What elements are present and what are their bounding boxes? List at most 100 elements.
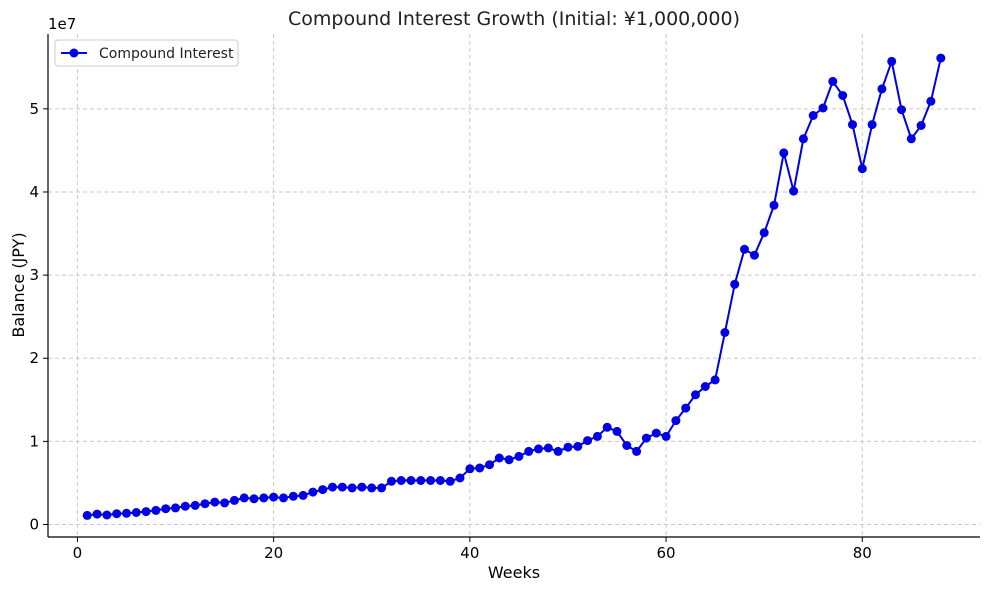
data-point [641, 433, 651, 443]
data-point [838, 91, 848, 100]
data-point [622, 441, 632, 450]
data-point [779, 148, 789, 158]
data-point [210, 497, 220, 507]
data-point [651, 428, 661, 438]
data-point [730, 279, 740, 289]
data-point [475, 463, 485, 473]
x-tick-label: 60 [657, 544, 676, 562]
data-point [612, 426, 622, 436]
data-point [749, 250, 759, 260]
data-point [229, 495, 239, 505]
data-point [926, 96, 936, 106]
data-point [563, 442, 573, 452]
y-tick-label: 4 [29, 183, 39, 201]
data-point [553, 446, 563, 456]
data-point [190, 500, 200, 510]
data-point [514, 451, 524, 461]
data-point [700, 382, 710, 391]
data-point [789, 186, 799, 196]
data-point [857, 164, 867, 174]
data-point [602, 422, 612, 432]
axes-frame [47, 34, 980, 538]
legend: Compound Interest [54, 39, 239, 67]
data-point [161, 504, 171, 514]
legend-box [54, 39, 239, 67]
data-point [759, 228, 769, 238]
data-point [171, 503, 180, 513]
data-point [671, 416, 681, 426]
x-axis-ticks: 0 20 40 60 80 [73, 537, 872, 562]
data-point [337, 482, 347, 492]
y-tick-label: 2 [29, 349, 39, 367]
data-point [239, 493, 249, 503]
data-point [867, 120, 877, 130]
data-point [102, 510, 112, 520]
data-point [426, 476, 436, 485]
data-point [936, 53, 946, 63]
data-point [180, 501, 190, 511]
data-point [377, 483, 387, 493]
data-point [632, 446, 642, 456]
data-point [691, 390, 700, 400]
data-point [357, 482, 367, 492]
data-point [887, 56, 897, 66]
data-point [828, 76, 838, 86]
y-axis-ticks: 0 1 2 3 4 5 [29, 100, 48, 534]
data-point [445, 476, 455, 486]
legend-marker [69, 48, 79, 58]
data-point [720, 328, 730, 337]
data-point [396, 476, 406, 485]
data-point [897, 105, 906, 115]
data-point [906, 134, 916, 144]
grid-lines [48, 34, 980, 537]
y-tick-label: 1 [29, 432, 39, 450]
data-point [220, 498, 230, 508]
data-point [298, 490, 308, 500]
data-point [583, 436, 593, 446]
data-point [524, 446, 534, 456]
y-tick-label: 3 [29, 266, 39, 284]
data-point [534, 444, 543, 454]
data-point [269, 492, 279, 502]
x-tick-label: 20 [264, 544, 283, 562]
data-point [131, 508, 141, 517]
data-point [151, 505, 161, 515]
data-point [494, 453, 504, 463]
y-axis-offset-label: 1e7 [48, 15, 76, 33]
data-point [112, 509, 122, 519]
data-point [249, 494, 259, 504]
data-point [543, 443, 553, 453]
data-point [504, 455, 514, 465]
data-point [710, 375, 720, 385]
data-point [82, 510, 92, 520]
data-point [592, 431, 602, 441]
legend-label: Compound Interest [99, 46, 234, 62]
data-point [200, 499, 210, 509]
data-point [877, 84, 887, 94]
series-line [87, 57, 942, 517]
data-point [92, 509, 102, 519]
data-point [485, 460, 494, 470]
x-tick-label: 0 [73, 544, 83, 562]
series-layer [82, 53, 946, 520]
data-point [406, 476, 416, 485]
data-point [367, 483, 377, 493]
data-point [318, 485, 328, 495]
x-tick-label: 80 [853, 544, 872, 562]
data-point [347, 483, 357, 493]
data-point [386, 476, 396, 486]
data-point [288, 491, 298, 501]
y-axis-label: Balance (JPY) [9, 232, 28, 337]
x-tick-label: 40 [460, 544, 479, 562]
data-point [808, 111, 818, 120]
data-point [848, 120, 857, 130]
data-point [818, 103, 828, 113]
data-point [279, 493, 288, 503]
chart-title: Compound Interest Growth (Initial: ¥1,00… [288, 8, 740, 30]
data-point [661, 431, 671, 441]
data-point [769, 200, 779, 210]
data-point [465, 464, 475, 474]
data-point [573, 441, 583, 451]
data-point [122, 508, 131, 518]
